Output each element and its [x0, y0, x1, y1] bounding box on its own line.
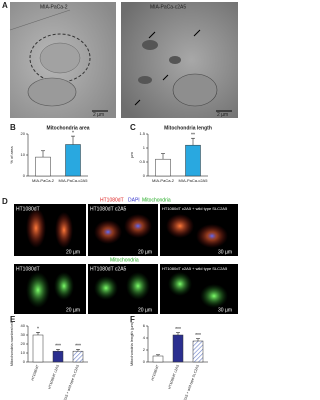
y-axis-label: µm — [129, 152, 134, 158]
bar — [52, 350, 64, 363]
y-tick-label: 1 — [143, 145, 146, 150]
scale-label: 30 µm — [218, 249, 232, 255]
y-tick-label: 2 — [143, 347, 146, 352]
panel-letter: A — [2, 1, 8, 10]
scale-label: 2 µm — [93, 112, 104, 118]
image-label: HT1080dT c2A5 + wild type SLC2A5 — [162, 266, 228, 271]
significance: * — [72, 130, 74, 136]
image-label: HT1080dT — [16, 266, 40, 272]
significance: *** — [75, 344, 81, 350]
em-image — [121, 2, 238, 118]
significance: *** — [175, 327, 181, 333]
image-label: HT1080dT c2A5 — [90, 266, 127, 272]
y-tick-label: 20 — [21, 131, 26, 136]
x-tick-label: MIA-PaCa-c2A5 — [179, 178, 209, 183]
bar — [32, 334, 44, 363]
significance: *** — [195, 333, 201, 339]
y-tick-label: 4 — [143, 335, 146, 340]
y-tick-label: 0 — [143, 173, 146, 178]
y-tick-label: 10 — [21, 350, 26, 355]
y-tick-label: 30 — [21, 332, 26, 337]
x-tick-label: HT1080dT c2A5 + wild type SLC2A5 — [177, 364, 200, 400]
em-image — [9, 2, 116, 118]
image-label: MIA-PaCa-2 — [40, 4, 68, 10]
stain-label: DAPI — [128, 197, 140, 203]
y-tick-label: 20 — [21, 341, 26, 346]
panel-letter: B — [10, 123, 16, 132]
y-tick-label: 0 — [23, 359, 26, 364]
y-axis-label: % of area — [9, 146, 14, 164]
y-tick-label: 0.5 — [139, 159, 145, 164]
fluorescence-row — [14, 204, 238, 256]
chart-title: Mitochondria area — [46, 125, 89, 131]
bar — [192, 340, 204, 363]
y-axis-label: Mitochondria number/cell — [9, 322, 14, 367]
significance: *** — [55, 344, 61, 350]
bar — [185, 144, 201, 177]
y-tick-label: 10 — [21, 152, 26, 157]
y-tick-label: 6 — [143, 323, 146, 328]
row-title: Mitochondria — [110, 257, 139, 263]
panel-letter: C — [130, 123, 136, 132]
scale-label: 20 µm — [66, 307, 80, 313]
scale-label: 20 µm — [66, 249, 80, 255]
y-axis-label: Mitochondria length (µm) — [129, 321, 134, 366]
x-tick-label: HT1080dT c2A5 — [47, 364, 59, 389]
x-tick-label: HT1080dT c2A5 — [167, 364, 179, 389]
stain-label: HT1080dT — [100, 197, 124, 203]
significance: * — [37, 327, 39, 333]
bar — [172, 334, 184, 363]
x-tick-label: HT1080dT — [30, 363, 40, 381]
scale-label: 2 µm — [217, 112, 228, 118]
scale-label: 30 µm — [218, 307, 232, 313]
bar — [72, 350, 84, 363]
bar — [155, 158, 171, 177]
stain-label: Mitochondria — [142, 197, 171, 203]
x-tick-label: MIA-PaCa-2 — [32, 178, 55, 183]
x-tick-label: MIA-PaCa-2 — [152, 178, 175, 183]
bar — [65, 144, 81, 177]
bar — [35, 156, 51, 177]
panel-letter: D — [2, 197, 8, 206]
chart-title: Mitochondria length — [164, 125, 212, 131]
bar — [152, 355, 164, 363]
y-tick-label: 1.5 — [139, 131, 145, 136]
x-tick-label: MIA-PaCa-c2A5 — [59, 178, 89, 183]
image-label: HT1080dT — [16, 206, 40, 212]
panel-letter: E — [10, 315, 16, 324]
image-label: MIA-PaCa-c2A5 — [150, 4, 186, 10]
significance: ** — [191, 133, 195, 139]
fluorescence-row — [14, 264, 238, 314]
x-tick-label: HT1080dT c2A5 + wild type SLC2A5 — [57, 364, 80, 400]
x-tick-label: HT1080dT — [150, 363, 160, 381]
y-tick-label: 0 — [143, 359, 146, 364]
y-tick-label: 40 — [21, 323, 26, 328]
y-tick-label: 0 — [23, 173, 26, 178]
image-label: HT1080dT c2A5 — [90, 206, 127, 212]
image-label: HT1080dT c2A5 + wild type SLC2A5 — [162, 206, 228, 211]
scale-label: 20 µm — [138, 307, 152, 313]
scale-label: 20 µm — [138, 249, 152, 255]
panel-letter: F — [130, 315, 135, 324]
figure: A MIA-PaCa-2 MIA-PaCa-c2A5 2 µm 2 µm D H… — [2, 1, 238, 400]
